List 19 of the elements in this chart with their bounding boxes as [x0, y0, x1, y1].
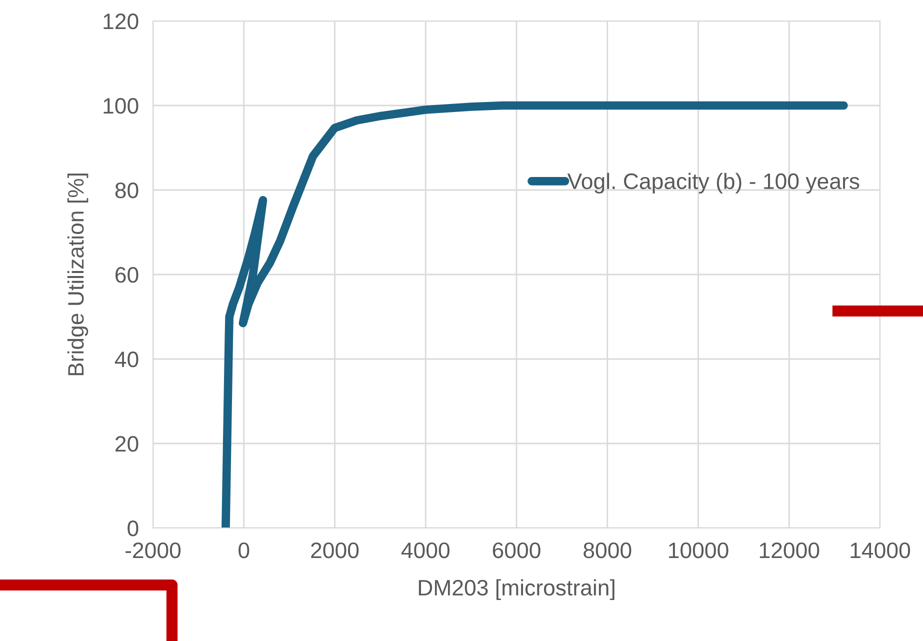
x-tick-label: 0	[238, 542, 250, 558]
x-tick-label: 6000	[492, 542, 540, 558]
x-tick-label: 8000	[584, 542, 632, 558]
x-tick-label: -2000	[126, 542, 181, 558]
y-tick-label: 0	[128, 520, 138, 536]
y-tick-label: 20	[116, 436, 138, 452]
y-axis-title: Bridge Utilization [%]	[67, 174, 88, 376]
y-tick-label: 60	[116, 267, 138, 283]
legend-label: Vogl. Capacity (b) - 100 years	[567, 172, 860, 194]
y-tick-label: 100	[104, 98, 138, 114]
x-tick-label: 2000	[311, 542, 359, 558]
y-tick-label: 40	[114, 352, 138, 368]
x-tick-label: 12000	[760, 542, 820, 558]
x-tick-label: 14000	[850, 542, 910, 558]
y-tick-label: 120	[104, 14, 138, 30]
x-tick-label: 10000	[669, 542, 728, 558]
x-axis-title: DM203 [microstrain]	[418, 579, 614, 600]
x-tick-label: 4000	[401, 542, 450, 558]
y-tick-label: 80	[115, 182, 138, 198]
